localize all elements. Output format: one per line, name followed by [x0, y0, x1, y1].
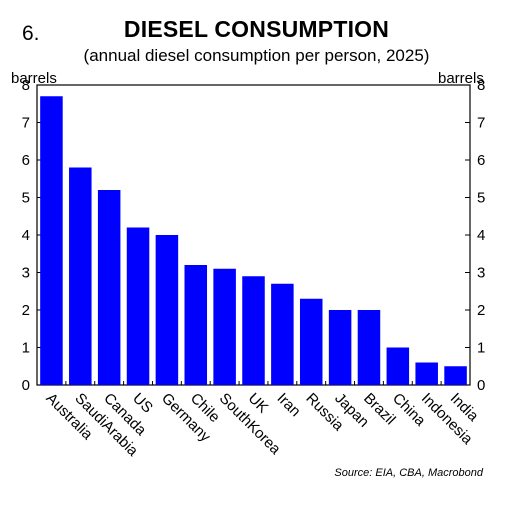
bar: [126, 227, 150, 385]
bar: [271, 283, 294, 385]
chart-subtitle: (annual diesel consumption per person, 2…: [83, 46, 430, 65]
y-tick-label-right: 2: [477, 302, 485, 319]
bar: [213, 268, 236, 385]
y-tick-label-right: 1: [477, 340, 485, 357]
bar: [357, 310, 381, 385]
y-tick-label-left: 0: [22, 377, 30, 394]
figure-number: 6.: [22, 22, 40, 45]
bar: [155, 235, 179, 385]
y-tick-label-left: 3: [22, 265, 30, 282]
y-tick-label-right: 4: [477, 227, 485, 244]
y-tick-label-left: 7: [22, 115, 30, 132]
bar: [415, 362, 438, 385]
y-tick-label-left: 1: [22, 340, 30, 357]
y-tick-label-right: 8: [477, 77, 485, 94]
y-axis-unit-left: barrels: [11, 70, 57, 87]
y-tick-label-left: 6: [22, 152, 30, 169]
y-tick-label-left: 4: [22, 227, 30, 244]
bar: [69, 167, 92, 385]
y-tick-label-right: 0: [477, 377, 485, 394]
y-axis-unit-right: barrels: [438, 70, 484, 87]
bar: [386, 347, 410, 385]
y-tick-label-left: 5: [22, 190, 30, 207]
bar: [242, 276, 265, 385]
source-note: Source: EIA, CBA, Macrobond: [334, 467, 483, 479]
x-tick-label: Iran: [274, 390, 304, 420]
bar: [184, 265, 208, 385]
y-tick-label-right: 3: [477, 265, 485, 282]
y-tick-label-left: 2: [22, 302, 30, 319]
bar: [97, 190, 121, 385]
y-tick-label-right: 5: [477, 190, 485, 207]
bar: [299, 298, 323, 385]
y-tick-label-left: 8: [22, 77, 30, 94]
y-tick-label-right: 7: [477, 115, 485, 132]
bar: [444, 366, 467, 385]
chart-title: DIESEL CONSUMPTION: [123, 16, 390, 42]
bar: [40, 96, 63, 385]
bar: [328, 310, 352, 385]
y-tick-label-right: 6: [477, 152, 485, 169]
